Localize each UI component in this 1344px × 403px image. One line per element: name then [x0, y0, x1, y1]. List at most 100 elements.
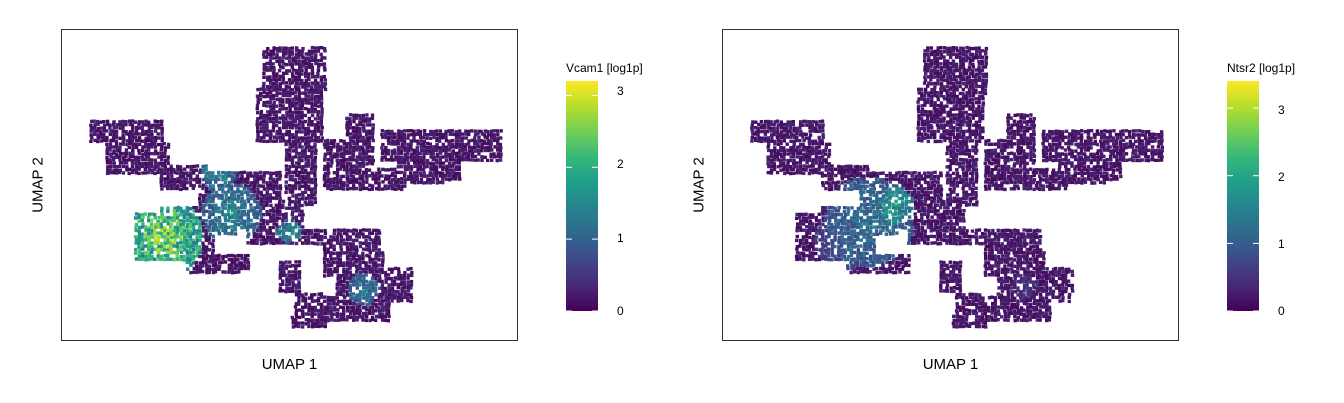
cell-point: [1016, 120, 1020, 124]
cell-point: [983, 88, 987, 92]
cell-point: [294, 277, 298, 281]
cell-point: [496, 154, 500, 159]
cell-point: [332, 142, 336, 146]
cell-point: [1032, 126, 1036, 130]
cell-point: [137, 132, 141, 136]
cell-point: [277, 120, 282, 124]
cell-point: [339, 162, 343, 166]
cell-point: [229, 257, 234, 262]
cell-point: [961, 114, 965, 118]
cell-point: [377, 184, 381, 188]
cell-point: [217, 257, 221, 261]
cell-point: [285, 100, 289, 104]
cell-point: [288, 164, 292, 169]
cell-point: [955, 113, 959, 117]
cell-point: [946, 148, 950, 152]
cell-point: [185, 257, 190, 261]
cell-point: [339, 299, 343, 304]
cell-point: [304, 52, 308, 56]
cell-point: [1077, 162, 1081, 166]
cell-point: [412, 136, 416, 140]
cell-point: [236, 194, 241, 198]
cell-point: [291, 68, 296, 72]
cell-point: [207, 260, 212, 264]
cell-point: [291, 216, 295, 220]
cell-point: [971, 113, 975, 117]
cell-point: [278, 107, 282, 111]
cell-point: [967, 148, 972, 153]
cell-point: [415, 145, 419, 150]
cell-point: [1131, 155, 1135, 159]
cell-point: [1089, 158, 1093, 163]
cell-point: [1096, 155, 1101, 159]
cell-point: [294, 116, 299, 121]
cell-point: [782, 152, 786, 156]
cell-point: [987, 142, 992, 147]
cell-point: [106, 122, 110, 127]
cell-point: [919, 126, 924, 131]
cell-point: [182, 177, 187, 181]
cell-point: [146, 154, 151, 158]
cell-point: [134, 142, 138, 146]
cell-point: [121, 161, 126, 165]
cell-point: [271, 187, 276, 191]
cell-point: [959, 62, 963, 66]
cell-point: [313, 161, 317, 165]
cell-point: [271, 196, 276, 200]
cell-point: [1102, 154, 1106, 159]
cell-point: [981, 72, 985, 76]
cell-point: [265, 120, 269, 124]
cell-point: [316, 126, 321, 130]
cell-point: [946, 114, 950, 118]
cell-point: [179, 257, 183, 262]
cell-point: [159, 142, 164, 147]
cell-point: [961, 123, 965, 127]
cell-point: [352, 145, 356, 150]
cell-point: [288, 101, 292, 105]
cell-point: [824, 161, 828, 165]
cell-point: [239, 215, 243, 219]
cell-point: [191, 257, 196, 261]
cell-point: [933, 90, 937, 95]
cell-point: [432, 145, 436, 149]
cell-point: [364, 238, 368, 243]
cell-point: [291, 149, 295, 153]
cell-point: [364, 266, 369, 270]
cell-point: [182, 219, 186, 224]
cell-point: [272, 123, 276, 128]
cell-point: [361, 318, 365, 322]
cell-point: [371, 245, 376, 249]
cell-point: [147, 212, 152, 216]
cell-point: [297, 321, 301, 325]
cell-point: [237, 215, 241, 220]
cell-point: [1070, 132, 1074, 136]
cell-point: [946, 46, 950, 51]
cell-point: [961, 116, 966, 121]
cell-point: [156, 238, 161, 243]
cell-point: [977, 55, 981, 59]
cell-point: [499, 146, 503, 150]
cell-point: [955, 152, 959, 156]
cell-point: [327, 171, 331, 175]
cell-point: [789, 146, 793, 150]
cell-point: [1138, 151, 1142, 155]
cell-point: [920, 104, 925, 108]
cell-point: [403, 142, 407, 146]
cell-point: [281, 289, 285, 293]
cell-point: [204, 238, 209, 242]
cell-point: [345, 241, 349, 246]
cell-point: [782, 167, 786, 172]
cell-point: [971, 47, 975, 51]
cell-point: [1153, 136, 1158, 140]
cell-point: [262, 225, 266, 229]
cell-point: [198, 209, 202, 213]
cell-point: [297, 49, 301, 53]
cell-point: [422, 171, 426, 175]
cell-point: [403, 180, 407, 185]
cell-point: [198, 247, 203, 252]
cell-point: [438, 158, 442, 162]
cell-point: [348, 180, 352, 185]
cell-point: [923, 119, 928, 123]
cell-point: [1025, 114, 1029, 118]
cell-point: [253, 184, 257, 188]
